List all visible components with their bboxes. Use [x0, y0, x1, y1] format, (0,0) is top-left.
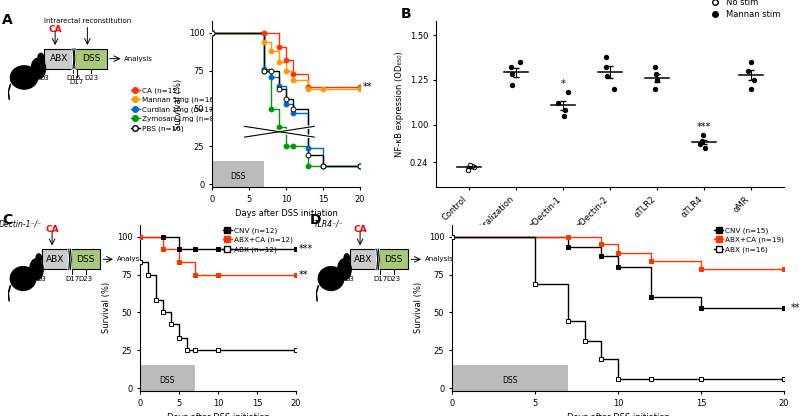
FancyBboxPatch shape	[379, 249, 409, 270]
Point	[694, 141, 706, 148]
Text: C: C	[2, 213, 13, 227]
Ellipse shape	[10, 66, 38, 89]
Text: Analysis: Analysis	[117, 256, 146, 262]
FancyBboxPatch shape	[350, 249, 378, 270]
Bar	[212, 161, 264, 187]
Circle shape	[344, 254, 350, 262]
Point	[514, 59, 526, 65]
Text: ***: ***	[697, 122, 711, 132]
Text: **: **	[299, 270, 309, 280]
Circle shape	[338, 259, 351, 280]
Point	[600, 73, 613, 79]
Point	[748, 77, 761, 83]
Text: DSS: DSS	[82, 54, 100, 63]
Text: Intrarectal reconstitution: Intrarectal reconstitution	[44, 18, 131, 25]
Point	[607, 85, 620, 92]
Text: B: B	[402, 7, 412, 22]
Text: D17: D17	[70, 79, 84, 85]
Point	[461, 167, 474, 173]
Legend: CNV (n=15), ABX+CA (n=19), ABX (n=16): CNV (n=15), ABX+CA (n=19), ABX (n=16)	[711, 225, 787, 255]
Legend: No stim, Mannan stim: No stim, Mannan stim	[703, 0, 783, 22]
FancyBboxPatch shape	[42, 249, 70, 270]
Point	[468, 163, 481, 170]
Text: Dectin-1⁻/⁻: Dectin-1⁻/⁻	[0, 219, 42, 228]
Text: D17: D17	[374, 276, 387, 282]
Y-axis label: Survival (%): Survival (%)	[414, 282, 423, 333]
Text: **: **	[790, 303, 800, 313]
Point	[745, 59, 758, 65]
Circle shape	[38, 53, 44, 62]
Text: Analysis: Analysis	[124, 56, 153, 62]
Point	[742, 67, 754, 74]
Point	[650, 71, 662, 78]
FancyBboxPatch shape	[44, 49, 74, 69]
Ellipse shape	[318, 267, 344, 290]
Text: DSS: DSS	[77, 255, 95, 264]
Text: D3: D3	[345, 276, 354, 282]
Text: D3: D3	[39, 75, 49, 81]
Point	[559, 107, 572, 114]
Y-axis label: Survival (%): Survival (%)	[174, 79, 183, 129]
Bar	[452, 365, 568, 391]
Text: Analysis: Analysis	[425, 256, 454, 262]
Circle shape	[36, 254, 42, 262]
Point	[551, 100, 564, 106]
Point	[464, 161, 477, 168]
Circle shape	[30, 259, 43, 280]
Text: TLR4⁻/⁻: TLR4⁻/⁻	[314, 219, 343, 228]
Ellipse shape	[10, 267, 36, 290]
Point	[648, 64, 661, 71]
Text: D23: D23	[386, 276, 401, 282]
Circle shape	[31, 58, 46, 79]
Text: DSS: DSS	[230, 172, 246, 181]
Text: DSS: DSS	[385, 255, 403, 264]
Text: ABX: ABX	[46, 255, 65, 264]
Text: D: D	[310, 213, 322, 227]
Point	[695, 137, 708, 144]
Text: ABX: ABX	[50, 54, 68, 63]
Point	[600, 53, 613, 60]
X-axis label: Days after DSS initiation: Days after DSS initiation	[166, 413, 270, 416]
Point	[505, 64, 518, 71]
Bar	[140, 365, 194, 391]
Point	[506, 71, 518, 78]
Point	[506, 82, 518, 89]
Point	[699, 144, 712, 151]
Text: A: A	[2, 13, 13, 27]
Point	[558, 112, 570, 119]
Point	[465, 162, 478, 169]
Point	[649, 85, 662, 92]
Point	[696, 132, 709, 139]
Text: *: *	[561, 79, 566, 89]
Text: DSS: DSS	[160, 376, 175, 385]
Text: CA: CA	[46, 225, 59, 233]
Text: ***: ***	[299, 244, 314, 254]
Text: CA: CA	[48, 25, 62, 34]
FancyBboxPatch shape	[71, 249, 101, 270]
X-axis label: Days after DSS initiation: Days after DSS initiation	[234, 209, 338, 218]
Text: ABX: ABX	[354, 255, 373, 264]
Text: **: **	[363, 82, 373, 92]
Text: D17: D17	[66, 276, 79, 282]
Text: D23: D23	[84, 75, 98, 81]
Legend: CA (n=11), Mannan 1mg (n=16), Curdlan 1mg (n=17), Zymosan 1mg (n=8), PBS (n=16): CA (n=11), Mannan 1mg (n=16), Curdlan 1m…	[128, 84, 219, 135]
Legend: CNV (n=12), ABX+CA (n=12), ABX (n=12): CNV (n=12), ABX+CA (n=12), ABX (n=12)	[220, 225, 295, 255]
Point	[600, 64, 613, 71]
Point	[744, 85, 757, 92]
FancyBboxPatch shape	[75, 49, 107, 69]
Text: DSS: DSS	[502, 376, 518, 385]
Text: D23: D23	[78, 276, 93, 282]
Text: D3: D3	[37, 276, 46, 282]
X-axis label: Days after DSS initiation: Days after DSS initiation	[566, 413, 670, 416]
Point	[651, 77, 664, 83]
Point	[562, 89, 574, 96]
Text: CA: CA	[354, 225, 367, 233]
Text: D16: D16	[66, 75, 81, 81]
Y-axis label: NF-κB expression (OD₆₅₀): NF-κB expression (OD₆₅₀)	[395, 51, 405, 157]
Y-axis label: Survival (%): Survival (%)	[102, 282, 111, 333]
